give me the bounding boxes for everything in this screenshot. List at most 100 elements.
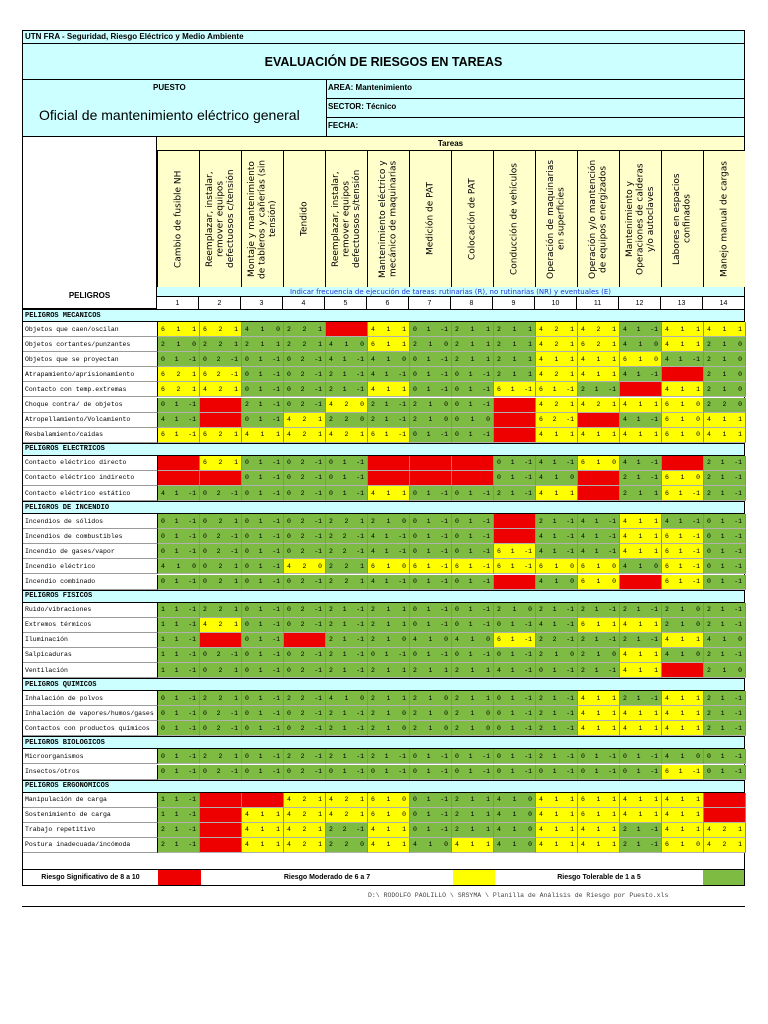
task-number: 9	[493, 297, 535, 309]
risk-value: 1	[468, 752, 473, 760]
risk-cell: 0 1 -1	[536, 764, 578, 780]
risk-value: 1	[680, 325, 685, 333]
risk-value: 4	[665, 651, 669, 659]
risk-value: 1	[360, 578, 364, 586]
risk-value: 0	[486, 636, 490, 644]
risk-value: 1	[470, 416, 475, 424]
risk-value: 1	[596, 709, 601, 717]
risk-value: 0	[413, 768, 417, 776]
risk-value: -1	[356, 709, 364, 717]
peligro-label: Manipulación de carga	[23, 792, 158, 808]
risk-cell: 1 1 -1	[158, 807, 200, 823]
risk-value: 0	[413, 752, 417, 760]
risk-value: 2	[665, 606, 669, 614]
risk-value: 0	[161, 752, 165, 760]
risk-cell: 0 1 -1	[410, 822, 452, 838]
risk-value: 2	[302, 811, 307, 819]
risk-value: -1	[692, 768, 700, 776]
risk-value: 0	[413, 517, 417, 525]
risk-cell: 2 1 -1	[620, 470, 662, 486]
risk-value: 4	[665, 796, 669, 804]
risk-value: 2	[554, 340, 559, 348]
risk-value: 1	[722, 416, 727, 424]
risk-cell	[620, 574, 662, 590]
risk-value: 1	[638, 724, 643, 732]
risk-value: -1	[398, 752, 406, 760]
risk-value: 0	[287, 709, 291, 717]
risk-value: 2	[216, 355, 221, 363]
risk-value: 0	[738, 385, 742, 393]
risk-value: 1	[638, 517, 643, 525]
risk-cell: 0 1 -1	[242, 559, 284, 575]
risk-value: 2	[497, 370, 501, 378]
risk-value: 4	[623, 340, 627, 348]
risk-cell: 0 1 -1	[494, 706, 536, 722]
risk-value: 2	[218, 666, 223, 674]
risk-value: 1	[318, 431, 322, 439]
risk-value: 1	[738, 416, 742, 424]
risk-value: 1	[528, 340, 532, 348]
risk-value: 0	[276, 325, 280, 333]
sheet-header: UTN FRA - Seguridad, Riesgo Eléctrico y …	[22, 30, 745, 137]
risk-value: 4	[539, 826, 543, 834]
risk-value: 1	[486, 355, 490, 363]
risk-value: 1	[176, 340, 181, 348]
risk-value: -1	[272, 694, 280, 702]
risk-value: 0	[161, 547, 165, 555]
risk-cell: 2 1 -1	[326, 706, 368, 722]
risk-value: 1	[720, 459, 725, 467]
risk-value: 1	[234, 459, 238, 467]
task-number: 13	[661, 297, 703, 309]
risk-value: -1	[734, 562, 742, 570]
risk-cell: 2 1 -1	[704, 706, 746, 722]
risk-value: 1	[612, 841, 616, 849]
risk-value: 2	[302, 826, 307, 834]
risk-value: 1	[654, 666, 658, 674]
risk-value: 1	[678, 489, 683, 497]
risk-value: -1	[188, 826, 196, 834]
risk-cell: 2 1 -1	[536, 602, 578, 618]
risk-value: 1	[612, 694, 616, 702]
risk-value: 0	[245, 724, 249, 732]
risk-value: 2	[300, 532, 305, 540]
risk-value: 0	[444, 694, 448, 702]
risk-value: 4	[539, 578, 543, 586]
risk-value: -1	[272, 517, 280, 525]
risk-cell: 2 1 -1	[578, 663, 620, 679]
risk-value: -1	[482, 651, 490, 659]
risk-value: -1	[734, 517, 742, 525]
risk-value: 1	[486, 694, 490, 702]
risk-cell: 4 1 -1	[536, 455, 578, 471]
risk-value: 6	[665, 768, 669, 776]
risk-value: 0	[245, 709, 249, 717]
risk-value: 1	[612, 826, 616, 834]
risk-value: 1	[486, 340, 490, 348]
risk-value: 4	[497, 826, 501, 834]
risk-value: 1	[161, 651, 165, 659]
risk-value: 1	[342, 666, 347, 674]
risk-value: 0	[203, 355, 207, 363]
risk-value: -1	[482, 578, 490, 586]
risk-value: 1	[428, 401, 433, 409]
risk-value: 4	[623, 709, 627, 717]
risk-cell: 0 1 -1	[158, 749, 200, 765]
org-label: UTN FRA - Seguridad, Riesgo Eléctrico y …	[23, 31, 744, 44]
risk-cell: 0 1 -1	[452, 397, 494, 413]
risk-value: 4	[371, 841, 375, 849]
risk-cell: 0 2 -1	[284, 663, 326, 679]
risk-value: -1	[188, 841, 196, 849]
risk-value: -1	[272, 385, 280, 393]
risk-value: 4	[539, 355, 543, 363]
risk-value: 1	[678, 562, 683, 570]
risk-value: 6	[371, 562, 375, 570]
risk-cell: 0 1 -1	[410, 617, 452, 633]
risk-value: 1	[386, 796, 391, 804]
risk-value: 0	[455, 401, 459, 409]
risk-value: 1	[360, 796, 364, 804]
risk-cell: 6 1 -1	[662, 559, 704, 575]
